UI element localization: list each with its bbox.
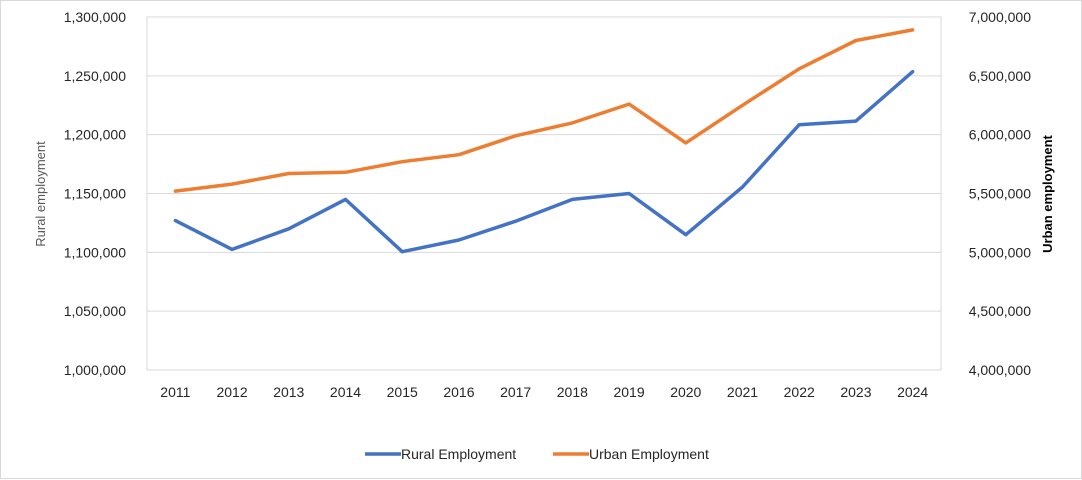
right-tick-label: 7,000,000 — [969, 9, 1031, 25]
left-tick-label: 1,000,000 — [64, 362, 126, 378]
x-tick-label: 2020 — [670, 384, 701, 400]
x-tick-label: 2011 — [160, 384, 190, 400]
legend: Rural Employment Urban Employment — [365, 446, 709, 462]
left-tick-label: 1,300,000 — [64, 9, 126, 25]
right-axis-title: Urban employment — [1040, 134, 1055, 252]
x-tick-label: 2019 — [613, 384, 644, 400]
x-tick-label: 2018 — [557, 384, 588, 400]
x-tick-label: 2012 — [216, 384, 247, 400]
left-axis-ticks: 1,000,000 1,050,000 1,100,000 1,150,000 1,20… — [64, 9, 126, 378]
right-tick-label: 6,500,000 — [969, 68, 1031, 84]
x-tick-label: 2024 — [897, 384, 928, 400]
x-tick-label: 2023 — [840, 384, 871, 400]
right-tick-label: 6,000,000 — [969, 127, 1031, 143]
legend-label-rural-employment: Rural Employment — [401, 446, 516, 462]
right-tick-label: 5,000,000 — [969, 244, 1031, 260]
series-line-urban-employment — [173, 28, 915, 193]
left-tick-label: 1,250,000 — [64, 68, 126, 84]
series-lines — [173, 28, 915, 254]
series-line-rural-employment — [173, 69, 915, 254]
x-axis-ticks: 2011 2012 2013 2014 2015 2016 2017 2018 2019 2020… — [160, 384, 928, 400]
left-tick-label: 1,150,000 — [64, 186, 126, 202]
left-tick-label: 1,200,000 — [64, 127, 126, 143]
x-tick-label: 2016 — [443, 384, 474, 400]
left-tick-label: 1,050,000 — [64, 303, 126, 319]
left-tick-label: 1,100,000 — [64, 244, 126, 260]
right-tick-label: 4,500,000 — [969, 303, 1031, 319]
x-tick-label: 2014 — [330, 384, 361, 400]
x-tick-label: 2017 — [500, 384, 531, 400]
right-axis-ticks: 4,000,000 4,500,000 5,000,000 5,500,000 6,00… — [969, 9, 1031, 378]
left-axis-title: Rural employment — [33, 141, 48, 247]
x-tick-label: 2021 — [727, 384, 758, 400]
x-tick-label: 2013 — [273, 384, 304, 400]
x-tick-label: 2022 — [784, 384, 815, 400]
right-tick-label: 4,000,000 — [969, 362, 1031, 378]
legend-label-urban-employment: Urban Employment — [589, 446, 709, 462]
gridlines — [146, 16, 942, 371]
right-tick-label: 5,500,000 — [969, 186, 1031, 202]
x-tick-label: 2015 — [387, 384, 418, 400]
